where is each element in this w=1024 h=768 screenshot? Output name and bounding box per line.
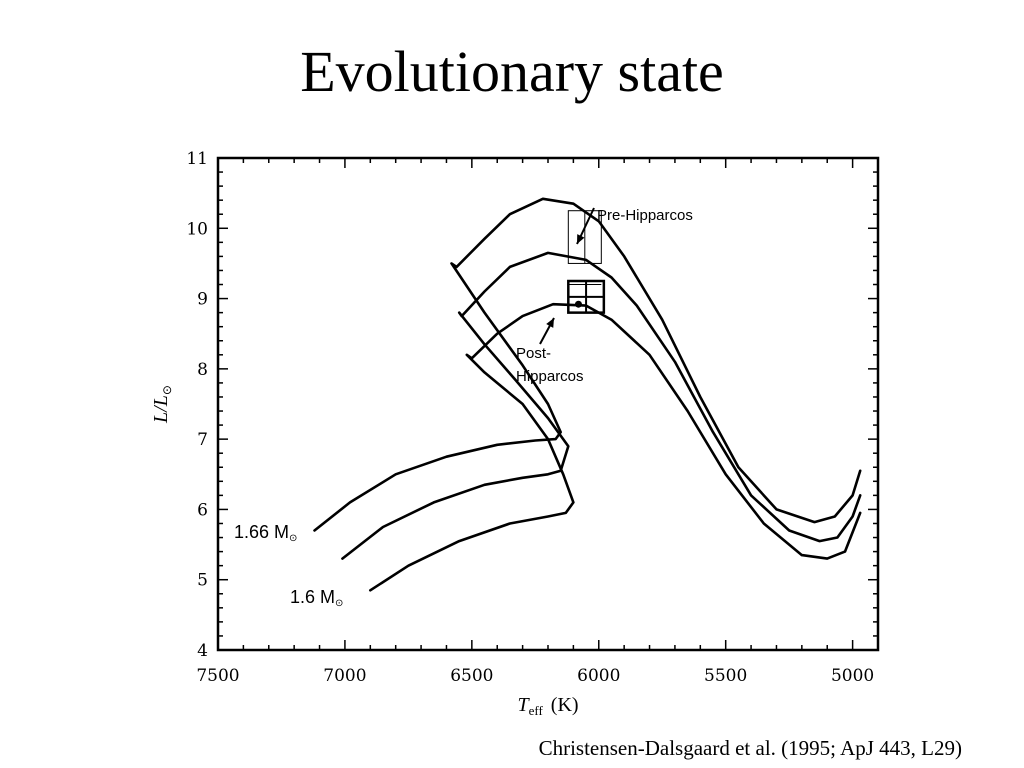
pre-hipparcos-arrow-head bbox=[577, 234, 585, 244]
mass-label-1-66: 1.66 M⊙ bbox=[234, 522, 297, 544]
x-tick-label: 6000 bbox=[577, 666, 620, 686]
x-tick-label: 5000 bbox=[831, 666, 874, 686]
x-tick-label: 5500 bbox=[704, 666, 747, 686]
y-tick-label: 6 bbox=[197, 500, 208, 520]
error-boxes bbox=[567, 210, 606, 314]
track-line-1 bbox=[313, 197, 862, 532]
slide-title: Evolutionary state bbox=[300, 39, 724, 104]
y-tick-label: 8 bbox=[197, 360, 208, 380]
chart-labels: Pre-Hipparcos Post- Hipparcos 1.66 M⊙ 1.6 M⊙… bbox=[150, 207, 693, 718]
x-tick-label: 7000 bbox=[323, 666, 366, 686]
citation: Christensen-Dalsgaard et al. (1995; ApJ … bbox=[538, 736, 962, 760]
y-tick-label: 7 bbox=[197, 430, 208, 450]
post-hipparcos-point bbox=[574, 300, 582, 308]
x-axis-ticks: 7500 7000 6500 6000 5500 5000 bbox=[196, 158, 879, 686]
y-axis-label: L/L⊙ bbox=[150, 385, 174, 424]
track-line-3 bbox=[369, 302, 862, 592]
x-axis-label: Teff (K) bbox=[517, 694, 578, 718]
post-hipparcos-label-2: Hipparcos bbox=[516, 368, 584, 385]
y-tick-label: 10 bbox=[186, 219, 208, 239]
post-hipparcos-label-1: Post- bbox=[516, 345, 551, 362]
x-tick-label: 6500 bbox=[450, 666, 493, 686]
track-line-2 bbox=[341, 251, 862, 560]
mass-label-1-6: 1.6 M⊙ bbox=[290, 587, 343, 609]
y-axis-ticks: 4 5 6 7 8 9 10 11 bbox=[186, 149, 878, 661]
y-tick-label: 5 bbox=[197, 571, 208, 591]
y-tick-label: 9 bbox=[197, 290, 208, 310]
y-tick-label: 11 bbox=[186, 149, 208, 169]
pre-hipparcos-label: Pre-Hipparcos bbox=[597, 207, 693, 224]
post-hipparcos-arrow-head bbox=[546, 318, 554, 328]
x-tick-label: 7500 bbox=[196, 666, 239, 686]
evolution-tracks bbox=[313, 197, 862, 592]
y-tick-label: 4 bbox=[197, 641, 208, 661]
